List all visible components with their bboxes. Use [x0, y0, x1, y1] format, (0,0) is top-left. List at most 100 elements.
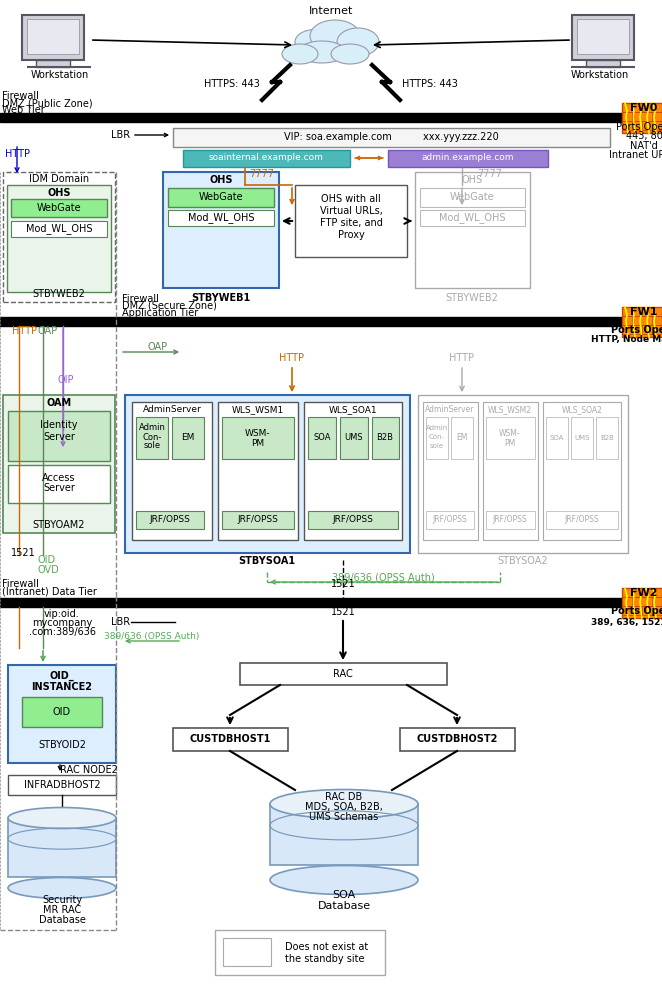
Text: STBYOAM2: STBYOAM2 — [32, 520, 85, 530]
Text: B2B: B2B — [600, 435, 614, 441]
Text: OHS: OHS — [209, 175, 233, 185]
Text: JRF/OPSS: JRF/OPSS — [433, 516, 467, 524]
FancyBboxPatch shape — [3, 395, 115, 533]
Text: Mod_WL_OHS: Mod_WL_OHS — [26, 223, 92, 234]
Text: OAP: OAP — [148, 342, 168, 352]
FancyBboxPatch shape — [622, 588, 662, 618]
Text: Does not exist at: Does not exist at — [285, 942, 368, 952]
Text: DMZ (Public Zone): DMZ (Public Zone) — [2, 98, 93, 108]
Text: STBYWEB2: STBYWEB2 — [32, 289, 85, 299]
Text: CUSTDBHOST1: CUSTDBHOST1 — [189, 734, 271, 744]
Text: HTTPS: 443: HTTPS: 443 — [402, 79, 458, 89]
Ellipse shape — [298, 41, 346, 63]
Text: HTTPS: 443: HTTPS: 443 — [204, 79, 260, 89]
Text: INFRADBHOST2: INFRADBHOST2 — [24, 780, 101, 790]
Text: 7777: 7777 — [250, 169, 275, 179]
FancyBboxPatch shape — [426, 417, 448, 459]
Text: Mod_WL_OHS: Mod_WL_OHS — [188, 213, 254, 223]
Text: WebGate: WebGate — [449, 192, 495, 202]
FancyBboxPatch shape — [270, 804, 418, 865]
Ellipse shape — [282, 44, 318, 64]
Text: Web Tier: Web Tier — [2, 105, 45, 115]
Text: WLS_SOA2: WLS_SOA2 — [561, 405, 602, 414]
Text: OID: OID — [53, 707, 71, 717]
FancyBboxPatch shape — [420, 210, 525, 226]
Text: sole: sole — [144, 442, 161, 451]
Text: the standby site: the standby site — [285, 954, 365, 964]
FancyBboxPatch shape — [168, 210, 274, 226]
Text: OID: OID — [38, 555, 56, 565]
Text: SOA: SOA — [313, 434, 331, 443]
Text: 7777: 7777 — [477, 169, 502, 179]
FancyBboxPatch shape — [308, 417, 336, 459]
Text: STBYSOA1: STBYSOA1 — [238, 556, 295, 566]
FancyBboxPatch shape — [8, 411, 110, 461]
Text: SOA: SOA — [550, 435, 564, 441]
Text: VIP: soa.example.com          xxx.yyy.zzz.220: VIP: soa.example.com xxx.yyy.zzz.220 — [283, 132, 498, 142]
Text: MR RAC: MR RAC — [43, 905, 81, 915]
FancyBboxPatch shape — [223, 938, 271, 966]
Text: 389, 636, 1521, 6200: 389, 636, 1521, 6200 — [591, 618, 662, 627]
Text: Firewall: Firewall — [2, 91, 39, 101]
FancyBboxPatch shape — [11, 199, 107, 217]
FancyBboxPatch shape — [222, 417, 294, 459]
Text: soainternal.example.com: soainternal.example.com — [209, 154, 324, 162]
Text: WSM-: WSM- — [499, 428, 521, 438]
FancyBboxPatch shape — [486, 417, 535, 459]
Text: admin.example.com: admin.example.com — [422, 154, 514, 162]
FancyBboxPatch shape — [173, 128, 610, 147]
FancyBboxPatch shape — [163, 172, 279, 288]
FancyBboxPatch shape — [304, 402, 402, 540]
Text: INSTANCE2: INSTANCE2 — [32, 682, 93, 692]
Text: OHS: OHS — [461, 175, 483, 185]
Text: OAP: OAP — [37, 326, 57, 336]
Text: PM: PM — [504, 439, 516, 448]
Text: EM: EM — [181, 434, 195, 443]
Text: 389/636 (OPSS Auth): 389/636 (OPSS Auth) — [332, 573, 434, 583]
Text: IDM Domain: IDM Domain — [29, 174, 89, 184]
Text: Ports Open:: Ports Open: — [616, 122, 662, 132]
Text: Admin: Admin — [138, 423, 166, 433]
Text: Admin: Admin — [426, 425, 448, 431]
Ellipse shape — [270, 789, 418, 819]
Text: NAT'd: NAT'd — [630, 141, 658, 151]
FancyBboxPatch shape — [136, 417, 168, 459]
FancyBboxPatch shape — [546, 417, 568, 459]
FancyBboxPatch shape — [168, 188, 274, 207]
Text: HTTP: HTTP — [5, 149, 30, 159]
Text: UMS Schemas: UMS Schemas — [309, 812, 379, 822]
Text: Con-: Con- — [142, 433, 162, 442]
FancyBboxPatch shape — [451, 417, 473, 459]
Text: Firewall: Firewall — [122, 294, 159, 304]
Text: STBYWEB2: STBYWEB2 — [446, 293, 498, 303]
Text: WLS_WSM1: WLS_WSM1 — [232, 405, 284, 414]
Text: Con-: Con- — [429, 434, 445, 440]
FancyBboxPatch shape — [295, 185, 407, 257]
FancyBboxPatch shape — [7, 185, 111, 292]
Text: JRF/OPSS: JRF/OPSS — [150, 516, 191, 524]
FancyBboxPatch shape — [22, 15, 84, 60]
FancyBboxPatch shape — [415, 172, 530, 288]
Text: mycompany: mycompany — [32, 618, 92, 628]
Text: WSM-: WSM- — [245, 428, 271, 438]
Text: (Intranet) Data Tier: (Intranet) Data Tier — [2, 587, 97, 597]
FancyBboxPatch shape — [423, 402, 478, 540]
Text: OID_: OID_ — [50, 671, 74, 681]
Ellipse shape — [8, 808, 116, 829]
Text: Server: Server — [43, 432, 75, 442]
FancyBboxPatch shape — [622, 307, 662, 337]
FancyBboxPatch shape — [132, 402, 212, 540]
FancyBboxPatch shape — [426, 511, 474, 529]
Text: STBYSOA2: STBYSOA2 — [498, 556, 548, 566]
FancyBboxPatch shape — [11, 221, 107, 237]
Text: FW0: FW0 — [630, 103, 657, 113]
Text: 1521: 1521 — [330, 607, 355, 617]
FancyBboxPatch shape — [543, 402, 621, 540]
FancyBboxPatch shape — [340, 417, 368, 459]
Text: Proxy: Proxy — [338, 230, 364, 240]
FancyBboxPatch shape — [388, 150, 548, 167]
Text: Ports Open:: Ports Open: — [611, 325, 662, 335]
Text: WLS_SOA1: WLS_SOA1 — [329, 405, 377, 414]
Text: JRF/OPSS: JRF/OPSS — [565, 516, 599, 524]
Text: SOA: SOA — [332, 890, 355, 900]
